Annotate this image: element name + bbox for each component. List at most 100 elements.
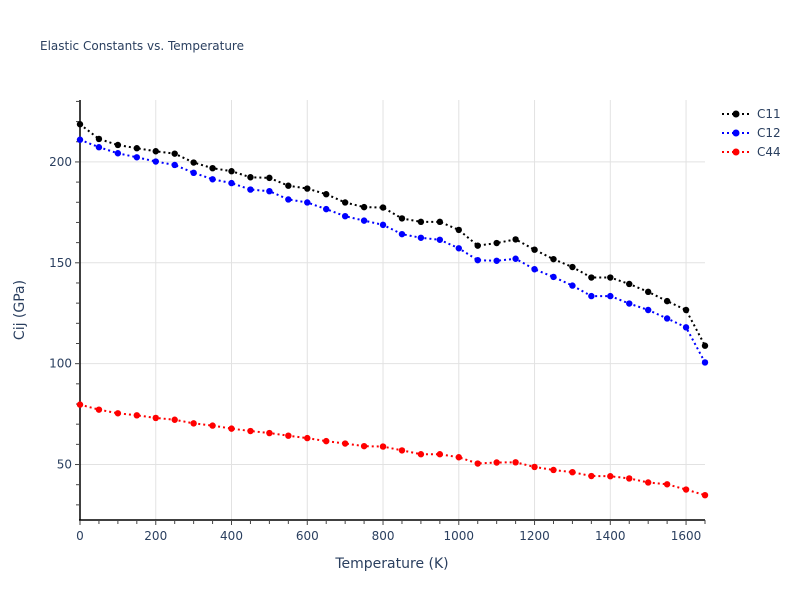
data-point-c44: [682, 486, 690, 493]
data-point-c44: [323, 437, 330, 445]
data-point-c44: [379, 443, 387, 450]
data-point-c11: [474, 242, 481, 249]
data-point-c12: [228, 179, 235, 187]
data-point-c12: [171, 161, 178, 169]
data-point-c11: [341, 199, 349, 206]
legend-label: C11: [757, 107, 781, 121]
data-point-c11: [133, 145, 141, 152]
data-point-c11: [304, 185, 311, 192]
data-point-c11: [152, 148, 159, 155]
data-point-c11: [360, 203, 368, 211]
data-point-c11: [531, 246, 538, 253]
data-point-c12: [323, 205, 330, 213]
series: [76, 121, 709, 499]
series-c12: [76, 136, 709, 366]
x-tick-label: 200: [144, 529, 167, 543]
data-point-c12: [455, 245, 462, 252]
data-point-c11: [569, 263, 576, 271]
data-point-c12: [341, 212, 349, 220]
legend: C11 C12 C44: [722, 107, 781, 159]
data-point-c44: [417, 451, 425, 458]
data-point-c44: [550, 466, 557, 474]
data-point-c11: [550, 255, 557, 263]
data-point-c44: [569, 468, 576, 476]
data-point-c44: [341, 440, 349, 447]
data-point-c11: [76, 121, 84, 128]
data-point-c44: [285, 432, 292, 439]
data-point-c44: [493, 459, 500, 466]
data-point-c44: [663, 481, 671, 488]
data-point-c44: [190, 420, 197, 427]
data-point-c44: [436, 451, 444, 458]
data-point-c44: [398, 447, 406, 454]
data-point-c12: [569, 282, 576, 289]
data-point-c11: [436, 218, 444, 226]
data-point-c44: [531, 463, 538, 471]
data-point-c44: [360, 442, 368, 450]
y-tick-label: 150: [49, 256, 72, 270]
data-point-c44: [95, 406, 103, 413]
y-tick-label: 200: [49, 155, 72, 169]
data-point-c44: [228, 425, 235, 432]
data-point-c44: [266, 429, 273, 437]
data-point-c12: [512, 255, 519, 262]
data-point-c11: [644, 288, 652, 296]
data-point-c12: [607, 292, 614, 300]
data-point-c44: [474, 460, 481, 467]
axes: 0 200 400 600 800 1000 1200 1400 1600 50 100 150 200: [49, 100, 706, 543]
data-point-c44: [588, 472, 595, 480]
data-point-c12: [76, 136, 84, 143]
series-line-c12: [79, 138, 706, 363]
legend-label: C12: [757, 126, 781, 140]
data-point-c44: [114, 410, 122, 417]
legend-item-c12[interactable]: C12: [722, 126, 781, 140]
data-point-c12: [417, 234, 425, 241]
data-point-c11: [247, 174, 254, 181]
data-point-c11: [701, 342, 709, 349]
data-point-c12: [152, 158, 159, 165]
data-point-c12: [209, 176, 216, 183]
legend-item-c44[interactable]: C44: [722, 145, 781, 159]
data-point-c11: [512, 236, 519, 243]
data-point-c11: [398, 215, 406, 222]
data-point-c44: [701, 491, 709, 499]
data-point-c11: [455, 226, 462, 234]
data-point-c44: [626, 475, 633, 482]
x-tick-label: 1200: [519, 529, 550, 543]
y-axis-title: Cij (GPa): [12, 280, 28, 340]
data-point-c44: [152, 414, 159, 422]
x-tick-label: 800: [372, 529, 395, 543]
chart-title: Elastic Constants vs. Temperature: [40, 39, 244, 53]
data-point-c11: [493, 239, 500, 247]
data-point-c12: [285, 196, 292, 203]
legend-label: C44: [757, 145, 781, 159]
data-point-c44: [247, 427, 254, 435]
data-point-c12: [682, 324, 690, 331]
y-tick-label: 100: [49, 357, 72, 371]
x-tick-label: 0: [76, 529, 84, 543]
series-line-c44: [79, 403, 706, 497]
data-point-c11: [417, 218, 425, 226]
x-tick-label: 1400: [595, 529, 626, 543]
data-point-c12: [304, 199, 311, 206]
data-point-c44: [607, 473, 614, 480]
legend-marker: [732, 110, 740, 118]
data-point-c44: [304, 434, 311, 442]
data-point-c11: [114, 141, 122, 149]
x-tick-label: 1000: [444, 529, 475, 543]
legend-item-c11[interactable]: C11: [722, 107, 781, 121]
data-point-c12: [398, 230, 406, 238]
data-point-c12: [266, 187, 273, 195]
series-line-c11: [79, 123, 706, 347]
data-point-c11: [266, 174, 273, 182]
data-point-c11: [607, 274, 614, 281]
data-point-c11: [682, 306, 690, 314]
data-point-c12: [247, 186, 254, 193]
data-point-c11: [171, 150, 178, 157]
data-point-c44: [644, 479, 652, 486]
x-tick-label: 1600: [671, 529, 702, 543]
data-point-c12: [360, 217, 368, 224]
data-point-c44: [512, 459, 519, 466]
data-point-c12: [493, 257, 500, 264]
